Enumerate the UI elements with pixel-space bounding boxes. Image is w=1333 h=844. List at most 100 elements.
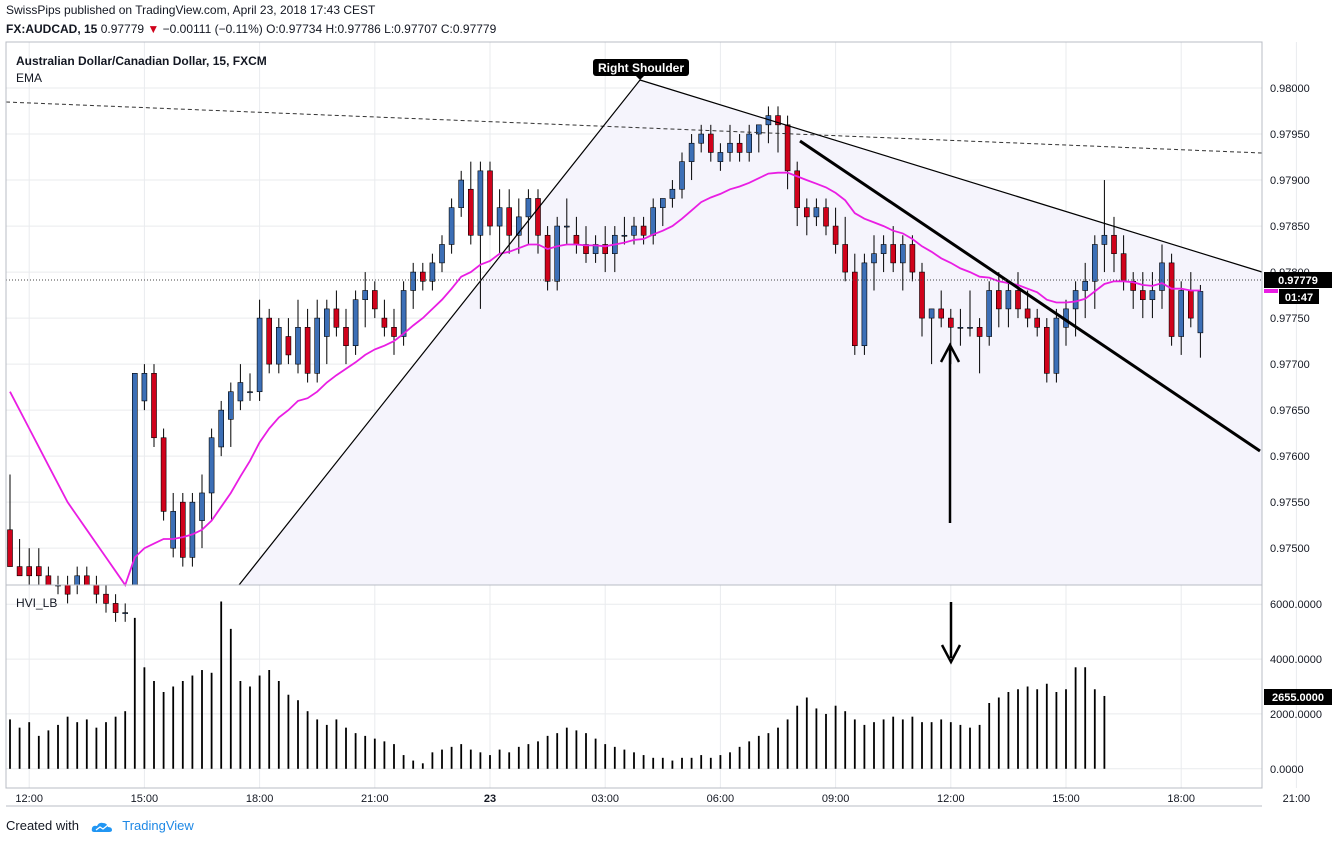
candle-body (688, 142, 695, 162)
time-tick-label: 23 (484, 793, 496, 805)
candle-body (938, 308, 945, 319)
time-tick-label: 15:00 (1052, 793, 1080, 805)
candle-body (909, 244, 916, 273)
candle (467, 161, 474, 245)
volume-series (9, 601, 1106, 769)
candle (535, 189, 541, 254)
candle-body (419, 271, 426, 282)
up-arrow (939, 342, 961, 523)
candle (275, 318, 282, 374)
candle-body (160, 437, 167, 512)
candle-body (1149, 290, 1156, 300)
candle-body (237, 382, 244, 402)
candle-body (343, 327, 349, 347)
candle-body (180, 501, 186, 558)
author-name[interactable]: SwissPips (6, 3, 61, 17)
candle-body (26, 566, 33, 577)
publish-info: SwissPips published on TradingView.com, … (6, 3, 375, 17)
candle (487, 161, 493, 236)
candle-body (400, 290, 407, 337)
publish-text: published on TradingView.com, April 23, … (64, 3, 376, 17)
candle-body (1092, 244, 1098, 282)
candle (35, 548, 42, 585)
candle-body (525, 198, 532, 218)
candle-body (141, 373, 148, 402)
candle (266, 308, 273, 374)
volume-axis[interactable]: 6000.0000 4000.0000 2000.0000 0.0000 (1270, 599, 1322, 776)
candle (7, 474, 13, 567)
candle (304, 308, 311, 383)
candle-body (794, 170, 801, 208)
chart-header: SwissPips published on TradingView.com, … (0, 0, 1333, 42)
candle-body (218, 409, 224, 448)
candle-body (746, 133, 753, 153)
candle (247, 373, 253, 401)
candle-body (631, 225, 637, 236)
candle (621, 216, 628, 245)
candle-body (986, 290, 993, 337)
candle (84, 566, 90, 586)
candle (525, 189, 532, 245)
candle (813, 198, 820, 227)
candle (669, 180, 676, 208)
candle (362, 272, 369, 328)
candle (64, 575, 71, 604)
candle (400, 281, 407, 346)
time-tick-label: 06:00 (707, 793, 735, 805)
candle-body (266, 317, 273, 365)
candle-body (515, 216, 522, 236)
candle (1092, 235, 1098, 309)
candle (832, 207, 839, 254)
candle-body (947, 317, 954, 328)
candle-body (957, 327, 964, 329)
candle (333, 290, 340, 337)
candle-body (487, 170, 493, 227)
candle (429, 253, 436, 291)
candle-body (861, 262, 868, 347)
candle-body (285, 336, 292, 356)
candle-body (659, 198, 666, 208)
candle-body (333, 308, 340, 328)
candle-body (429, 262, 436, 282)
candle-body (880, 244, 887, 254)
candle (851, 253, 858, 355)
candle-body (928, 308, 935, 319)
candle-body (477, 170, 484, 236)
candle-body (314, 317, 321, 374)
candle-body (727, 142, 733, 153)
volume-pane-title: HVI_LB (16, 596, 57, 610)
time-axis[interactable]: 12:00 15:00 18:00 21:00 23 03:00 06:00 09:00 12:… (15, 793, 1333, 805)
candle (160, 428, 167, 521)
price-axis[interactable]: 0.980000.979500.979000.978500.978000.977… (1270, 83, 1310, 555)
candle-body (1005, 290, 1012, 310)
candle-body (391, 327, 397, 337)
candle (698, 124, 705, 153)
candle-body (995, 290, 1002, 310)
time-tick-label: 12:00 (937, 793, 965, 805)
candle-body (1024, 308, 1031, 319)
ohlc-info: FX:AUDCAD, 15 0.97779 ▼ −0.00111 (−0.11%… (6, 22, 496, 36)
candle-body (199, 492, 205, 521)
candle (746, 124, 753, 162)
candle (1024, 290, 1031, 328)
volume-tick-label: 6000.0000 (1270, 599, 1322, 611)
candle (861, 253, 868, 355)
descending-trendline (799, 139, 1261, 453)
candle-body (256, 317, 263, 393)
candle (899, 235, 906, 291)
last-volume-text: 2655.0000 (1272, 692, 1324, 704)
candle-body (976, 327, 983, 337)
current-price: 0.97779 (100, 22, 145, 36)
candle-body (170, 511, 176, 549)
price-tick-label: 0.97600 (1270, 451, 1310, 463)
candle (967, 290, 973, 337)
price-tick-label: 0.97900 (1270, 175, 1310, 187)
candle (189, 492, 196, 567)
candle (803, 198, 810, 236)
candle-body (1140, 290, 1146, 300)
tradingview-link[interactable]: TradingView (122, 818, 194, 833)
time-tick-label: 21:00 (361, 793, 389, 805)
candle (371, 281, 378, 319)
candle (784, 115, 791, 190)
